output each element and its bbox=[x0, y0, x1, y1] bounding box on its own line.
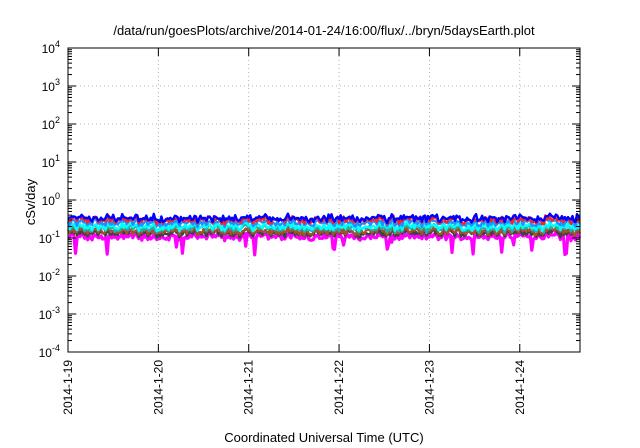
x-axis-label: Coordinated Universal Time (UTC) bbox=[224, 430, 423, 445]
y-tick-base: 10 bbox=[39, 308, 53, 322]
x-tick-label: 2014-1-24 bbox=[513, 360, 527, 415]
y-tick-base: 10 bbox=[39, 232, 53, 246]
y-tick-exponent: -2 bbox=[52, 267, 60, 277]
y-tick-exponent: 3 bbox=[55, 77, 60, 87]
x-tick-label: 2014-1-23 bbox=[422, 360, 436, 415]
y-tick-label: 102 bbox=[42, 115, 60, 132]
series-line bbox=[66, 217, 581, 229]
y-axis-label: cSv/day bbox=[23, 178, 38, 225]
x-tick-label: 2014-1-20 bbox=[151, 360, 165, 415]
y-tick-label: 10-2 bbox=[39, 267, 60, 284]
ticks: 10410310210110010-110-210-310-42014-1-19… bbox=[39, 39, 580, 415]
y-tick-base: 10 bbox=[39, 270, 53, 284]
y-tick-label: 104 bbox=[42, 39, 60, 56]
y-tick-base: 10 bbox=[42, 42, 56, 56]
x-tick-label: 2014-1-21 bbox=[242, 360, 256, 415]
y-tick-label: 100 bbox=[42, 191, 60, 208]
grid bbox=[68, 48, 580, 352]
y-tick-base: 10 bbox=[42, 156, 56, 170]
y-tick-label: 10-3 bbox=[39, 305, 60, 322]
y-tick-exponent: -3 bbox=[52, 305, 60, 315]
y-tick-exponent: -4 bbox=[52, 343, 60, 353]
chart-title: /data/run/goesPlots/archive/2014-01-24/1… bbox=[113, 23, 535, 38]
series-line bbox=[67, 212, 581, 225]
y-tick-base: 10 bbox=[42, 80, 56, 94]
x-tick-label: 2014-1-22 bbox=[332, 360, 346, 415]
y-tick-label: 10-4 bbox=[39, 343, 60, 360]
y-tick-base: 10 bbox=[42, 194, 56, 208]
series-layer bbox=[66, 212, 582, 257]
y-tick-label: 10-1 bbox=[39, 229, 60, 246]
y-tick-exponent: 2 bbox=[55, 115, 60, 125]
series-line bbox=[66, 225, 582, 237]
y-tick-base: 10 bbox=[39, 346, 53, 360]
x-tick-label: 2014-1-19 bbox=[61, 360, 75, 415]
y-tick-label: 103 bbox=[42, 77, 60, 94]
y-tick-exponent: -1 bbox=[52, 229, 60, 239]
y-tick-exponent: 4 bbox=[55, 39, 60, 49]
y-tick-base: 10 bbox=[42, 118, 56, 132]
y-tick-label: 101 bbox=[42, 153, 60, 170]
y-tick-exponent: 0 bbox=[55, 191, 60, 201]
y-tick-exponent: 1 bbox=[55, 153, 60, 163]
